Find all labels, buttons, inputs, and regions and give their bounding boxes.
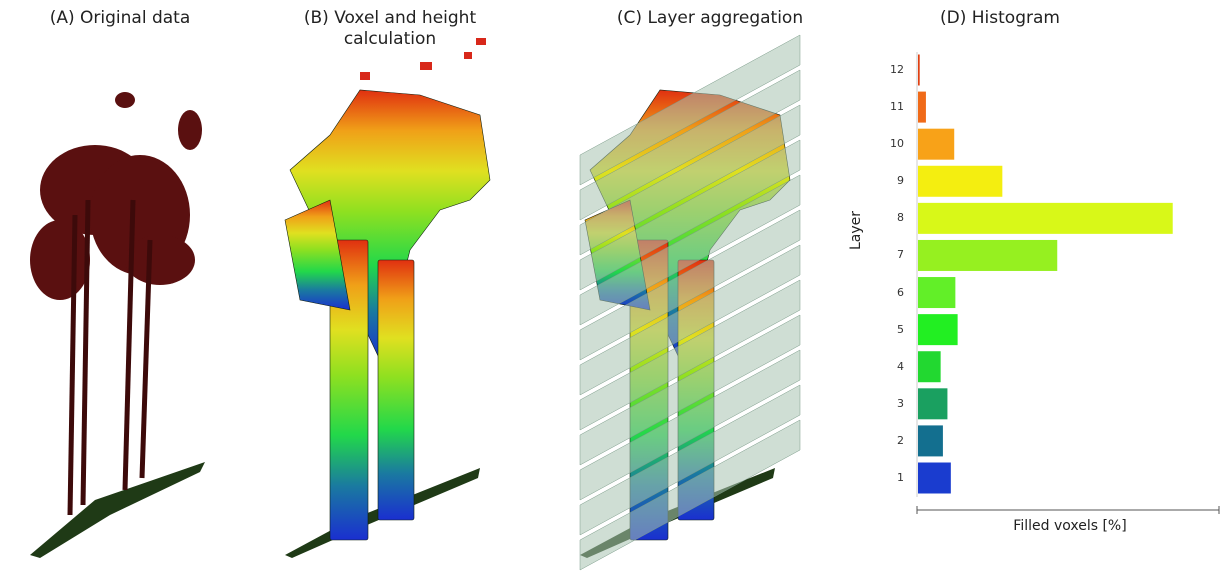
y-tick-label: 10 xyxy=(890,137,904,151)
y-tick-label: 8 xyxy=(897,211,904,225)
y-tick-label: 4 xyxy=(897,359,904,373)
panel-d-title: (D) Histogram xyxy=(940,8,1060,28)
voxel-illustration xyxy=(284,38,491,558)
y-tick-label: 3 xyxy=(897,396,904,410)
bar-layer-5 xyxy=(918,314,958,346)
panel-a-title: (A) Original data xyxy=(49,8,191,28)
y-tick-label: 9 xyxy=(897,174,904,188)
y-tick-label: 2 xyxy=(897,433,904,447)
ground-plane xyxy=(30,462,205,558)
y-tick-label: 7 xyxy=(897,248,904,262)
point-cloud-illustration xyxy=(30,92,205,558)
bar-layer-12 xyxy=(918,54,920,86)
y-tick-label: 12 xyxy=(890,63,904,76)
layer-slices xyxy=(579,34,801,571)
y-tick-label: 1 xyxy=(897,471,904,484)
layer-aggregation-illustration xyxy=(579,34,801,571)
tree-trunks xyxy=(67,199,153,516)
bar-layer-7 xyxy=(918,239,1058,271)
y-tick-label: 11 xyxy=(890,100,904,114)
y-tick-label: 6 xyxy=(897,285,904,299)
panel-b-title: (B) Voxel and height calculation xyxy=(303,8,477,49)
bar-layer-2 xyxy=(918,425,943,457)
bar-layer-4 xyxy=(918,351,941,383)
bar-layer-11 xyxy=(918,91,926,123)
bar-layer-9 xyxy=(918,165,1003,197)
bar-layer-1 xyxy=(918,462,951,494)
bar-layer-10 xyxy=(918,128,955,160)
bar-layer-6 xyxy=(918,277,956,309)
voxel-trees xyxy=(284,89,491,541)
histogram-chart xyxy=(916,52,1220,514)
y-tick-label: 5 xyxy=(897,322,904,336)
bar-layer-3 xyxy=(918,388,948,420)
tree-crowns xyxy=(30,92,202,300)
voxel-top-points xyxy=(360,38,486,80)
panel-c-title: (C) Layer aggregation xyxy=(616,8,804,28)
y-axis-label: Layer xyxy=(848,210,864,250)
x-axis-label: Filled voxels [%] xyxy=(1013,518,1127,534)
bar-layer-8 xyxy=(918,202,1173,234)
